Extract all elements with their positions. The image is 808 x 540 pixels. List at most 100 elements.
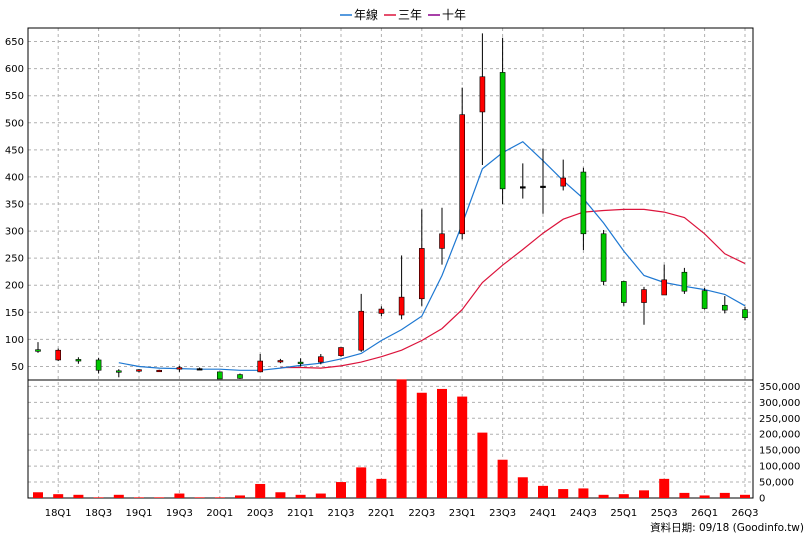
candle-body bbox=[277, 360, 284, 363]
x-tick-label: 21Q3 bbox=[328, 508, 355, 519]
x-tick-label: 22Q1 bbox=[368, 508, 395, 519]
candle-body bbox=[681, 271, 688, 292]
candle-body bbox=[439, 233, 445, 249]
candle-body bbox=[237, 374, 243, 379]
candlestick bbox=[217, 371, 223, 380]
volume-bar bbox=[740, 494, 750, 498]
x-tick-label: 19Q1 bbox=[126, 508, 153, 519]
candle-body bbox=[600, 233, 607, 282]
volume-bar bbox=[336, 482, 346, 498]
candlestick bbox=[237, 373, 243, 379]
volume-bar bbox=[699, 495, 710, 498]
candle-body bbox=[317, 356, 324, 363]
candlestick bbox=[297, 358, 304, 367]
candle-body bbox=[116, 370, 122, 373]
volume-bars bbox=[33, 379, 750, 498]
candlestick bbox=[519, 163, 526, 199]
x-tick-label: 25Q3 bbox=[651, 508, 678, 519]
legend: 年線 三年 十年 bbox=[340, 7, 466, 22]
volume-bar bbox=[679, 492, 690, 498]
candle-body bbox=[35, 349, 41, 352]
volume-bar bbox=[315, 493, 326, 498]
candlestick bbox=[398, 255, 405, 320]
volume-bar bbox=[295, 494, 306, 498]
volume-bar bbox=[719, 492, 730, 498]
x-tick-label: 26Q1 bbox=[691, 508, 718, 519]
price-tick-label: 450 bbox=[5, 145, 24, 156]
candle-body bbox=[176, 367, 183, 370]
candlestick bbox=[418, 209, 425, 306]
candle-body bbox=[641, 289, 647, 303]
price-tick-label: 150 bbox=[5, 308, 24, 319]
volume-bar bbox=[558, 489, 569, 498]
volume-tick-label: 350,000 bbox=[759, 382, 800, 393]
candlestick bbox=[580, 167, 587, 251]
candlestick bbox=[701, 287, 708, 310]
candlestick bbox=[742, 306, 748, 321]
volume-bar bbox=[376, 478, 387, 498]
volume-bar bbox=[174, 493, 185, 498]
volume-bar bbox=[538, 485, 548, 498]
candle-body bbox=[560, 177, 567, 187]
candle-body bbox=[156, 369, 162, 373]
price-tick-label: 500 bbox=[5, 118, 24, 129]
candle-body bbox=[136, 369, 142, 372]
candle-body bbox=[742, 309, 748, 319]
candle-body bbox=[721, 304, 728, 311]
volume-bar bbox=[639, 490, 649, 498]
volume-tick-label: 200,000 bbox=[759, 430, 800, 441]
x-tick-label: 23Q3 bbox=[489, 508, 516, 519]
ma-year-line bbox=[118, 140, 746, 371]
x-tick-label: 24Q3 bbox=[570, 508, 597, 519]
x-tick-label: 24Q1 bbox=[530, 508, 557, 519]
volume-bar bbox=[416, 392, 427, 498]
price-gridlines bbox=[28, 41, 753, 367]
candle-body bbox=[540, 185, 546, 188]
candlestick bbox=[499, 37, 506, 204]
x-tick-label: 19Q3 bbox=[166, 508, 193, 519]
candlestick bbox=[176, 365, 183, 372]
candle-body bbox=[499, 72, 506, 190]
candle-body bbox=[297, 361, 304, 364]
candlestick bbox=[257, 354, 264, 373]
volume-bar bbox=[497, 459, 508, 498]
price-tick-label: 300 bbox=[5, 227, 24, 238]
x-tick-label: 26Q3 bbox=[732, 508, 759, 519]
legend-label-3year: 三年 bbox=[398, 8, 422, 22]
price-tick-label: 100 bbox=[5, 335, 24, 346]
volume-tick-label: 150,000 bbox=[759, 446, 800, 457]
candlesticks bbox=[35, 33, 748, 380]
candlestick bbox=[277, 358, 284, 364]
candle-body bbox=[217, 371, 223, 380]
x-tick-label: 21Q1 bbox=[287, 508, 314, 519]
candlestick bbox=[681, 267, 688, 294]
price-tick-label: 200 bbox=[5, 281, 24, 292]
candlestick bbox=[378, 306, 385, 317]
candlestick bbox=[600, 229, 607, 286]
candle-body bbox=[701, 290, 708, 309]
source-note: 資料日期: 09/18 (Goodinfo.tw) bbox=[650, 521, 804, 534]
x-tick-label: 25Q1 bbox=[610, 508, 637, 519]
ma-3year-line bbox=[280, 208, 746, 369]
candlestick bbox=[35, 342, 41, 353]
x-tick-label: 23Q1 bbox=[449, 508, 476, 519]
candle-body bbox=[661, 279, 668, 296]
volume-tick-label: 100,000 bbox=[759, 462, 800, 473]
volume-bar bbox=[659, 478, 670, 498]
candle-body bbox=[620, 281, 627, 303]
x-tick-label: 20Q3 bbox=[247, 508, 274, 519]
volume-bar bbox=[396, 379, 407, 498]
price-tick-label: 50 bbox=[11, 362, 24, 373]
price-tick-label: 600 bbox=[5, 64, 24, 75]
price-tick-label: 250 bbox=[5, 254, 24, 265]
volume-bar bbox=[113, 494, 124, 498]
candle-body bbox=[75, 359, 82, 362]
x-axis-ticks: 18Q1 18Q3 19Q1 19Q3 20Q1 20Q3 21Q1 21Q3 22Q1 22Q3… bbox=[45, 508, 759, 519]
candlestick bbox=[317, 354, 324, 365]
volume-bar bbox=[517, 477, 528, 498]
x-tick-label: 18Q3 bbox=[85, 508, 112, 519]
candlestick bbox=[196, 367, 203, 371]
candlestick bbox=[55, 348, 62, 362]
x-tick-label: 22Q3 bbox=[408, 508, 435, 519]
candlestick bbox=[136, 369, 142, 373]
